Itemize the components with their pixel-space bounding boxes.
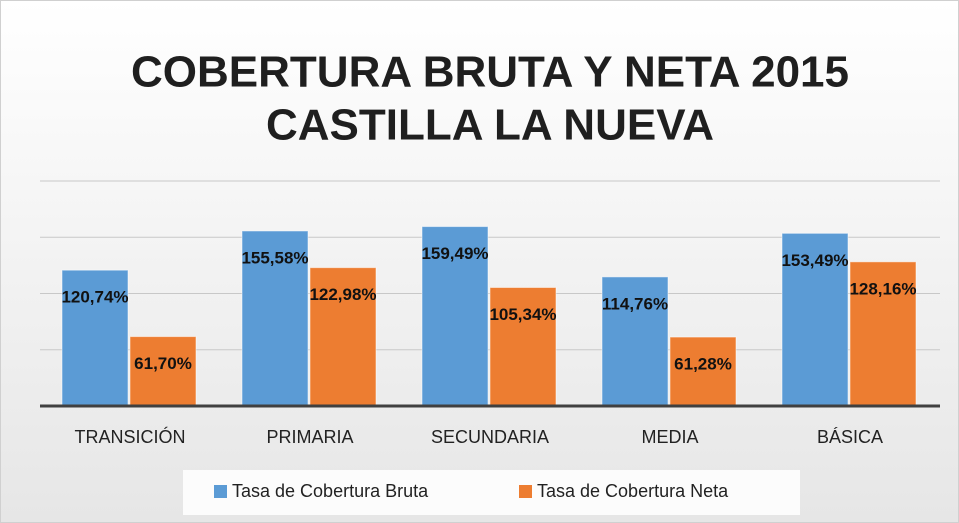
legend-label: Tasa de Cobertura Neta: [537, 481, 729, 501]
data-label: 61,28%: [674, 355, 732, 374]
chart-title: COBERTURA BRUTA Y NETA 2015: [131, 48, 849, 97]
legend-swatch: [519, 485, 532, 498]
bar: [849, 261, 917, 407]
data-label: 159,49%: [421, 244, 488, 263]
x-tick-label: TRANSICIÓN: [74, 426, 185, 447]
bar: [309, 267, 377, 407]
data-label: 128,16%: [849, 279, 916, 298]
chart-title: CASTILLA LA NUEVA: [266, 101, 714, 150]
data-label: 105,34%: [489, 305, 556, 324]
bar: [421, 226, 489, 407]
bar: [241, 230, 309, 407]
bar: [129, 336, 197, 407]
legend-label: Tasa de Cobertura Bruta: [232, 481, 429, 501]
legend-swatch: [214, 485, 227, 498]
bar: [781, 232, 849, 407]
bar: [601, 276, 669, 407]
x-tick-label: SECUNDARIA: [431, 427, 549, 447]
data-label: 61,70%: [134, 354, 192, 373]
data-label: 120,74%: [61, 288, 128, 307]
x-tick-label: BÁSICA: [817, 427, 883, 447]
x-tick-label: PRIMARIA: [266, 427, 353, 447]
bar: [61, 269, 129, 407]
x-tick-label: MEDIA: [641, 427, 698, 447]
data-label: 122,98%: [309, 285, 376, 304]
data-label: 114,76%: [602, 294, 668, 313]
bar: [669, 336, 737, 407]
data-label: 153,49%: [781, 251, 848, 270]
data-label: 155,58%: [241, 248, 308, 267]
legend-box: [183, 470, 800, 515]
